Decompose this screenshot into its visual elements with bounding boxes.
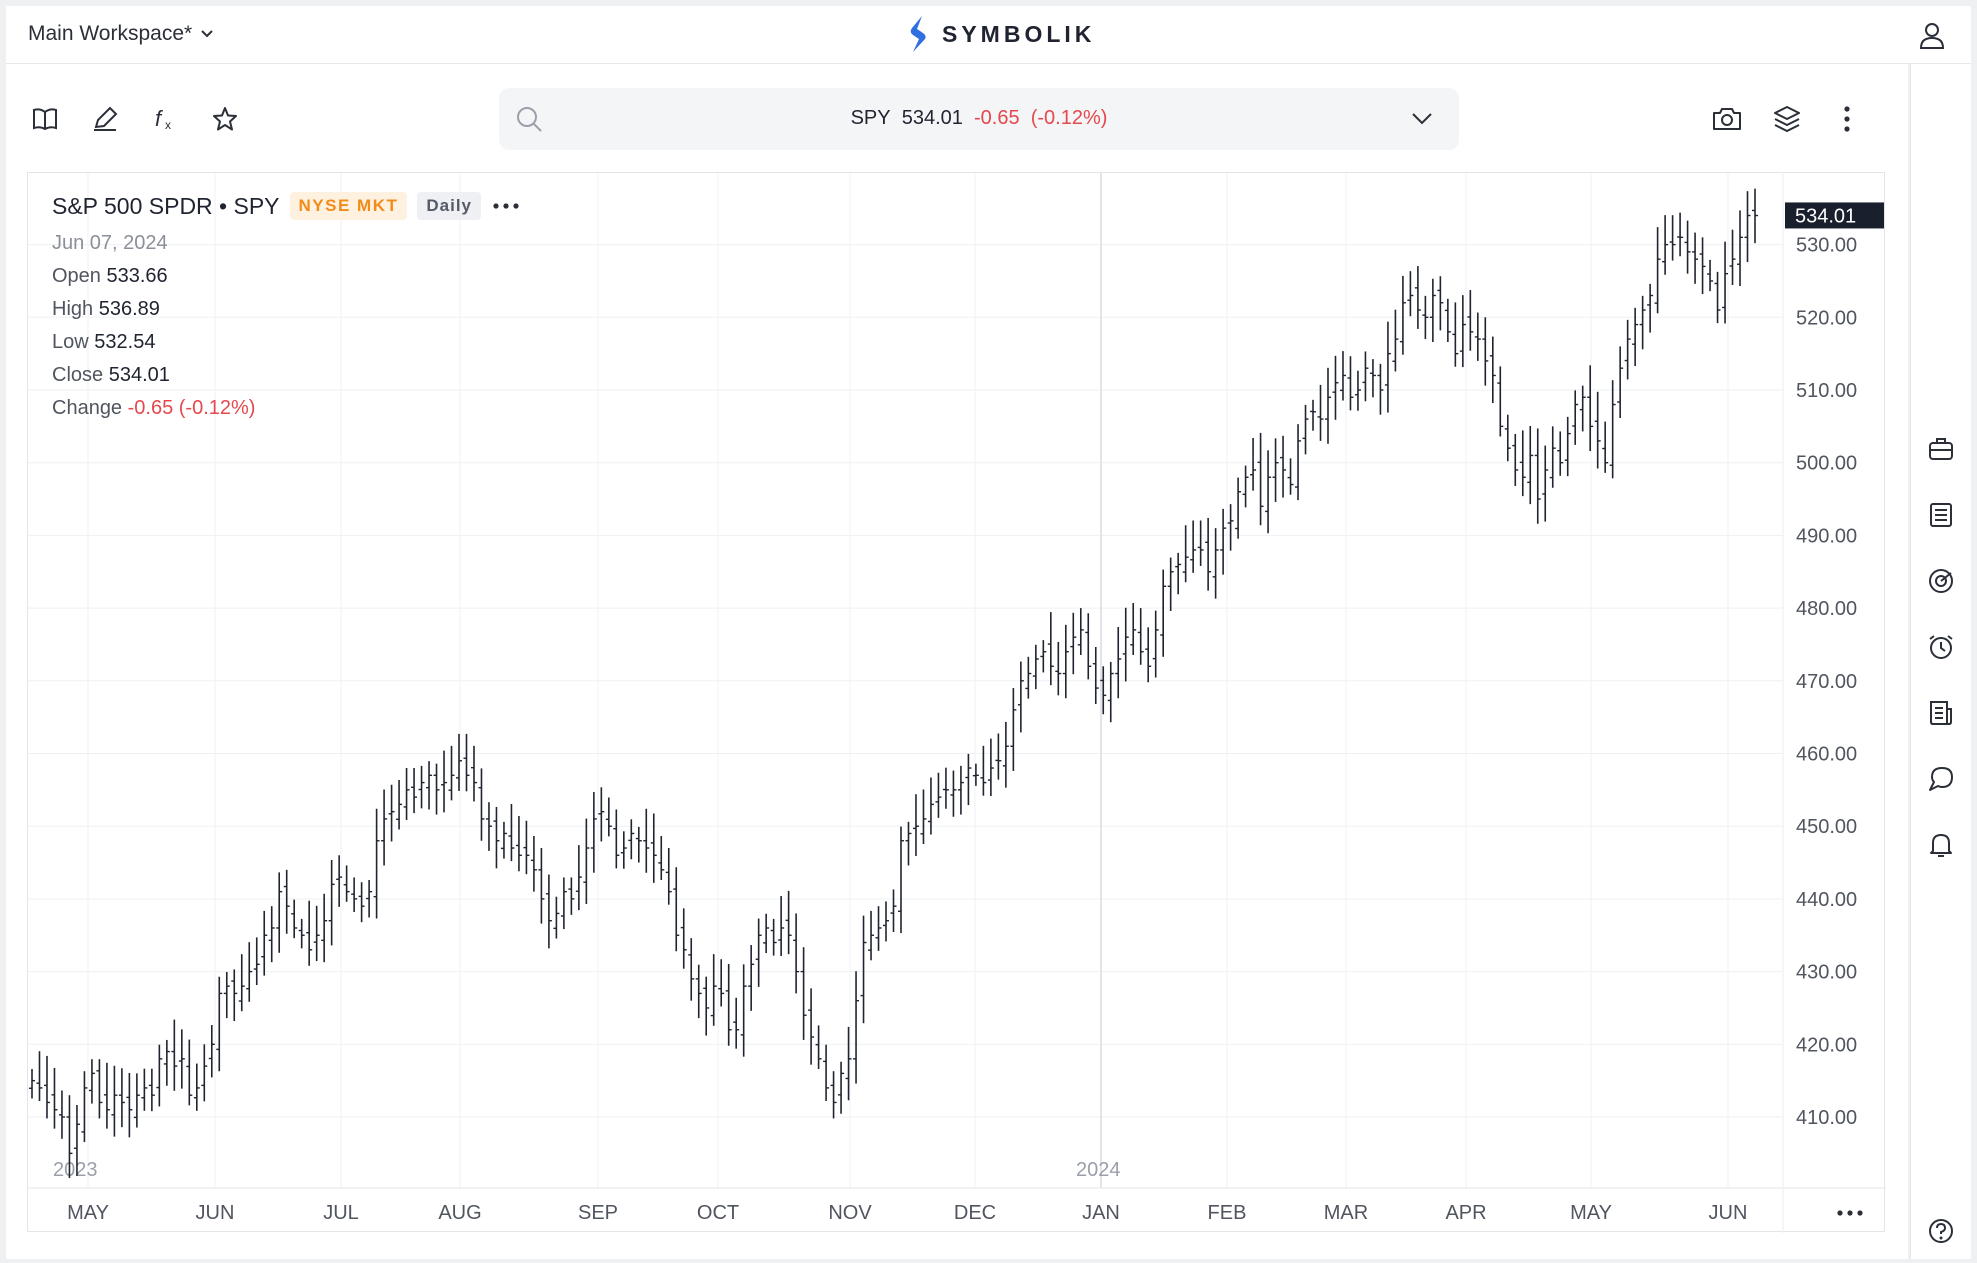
exchange-badge: NYSE MKT [289, 192, 408, 220]
y-tick-label: 530.00 [1796, 235, 1857, 257]
search-icon [517, 107, 542, 132]
y-tick-label: 460.00 [1796, 744, 1857, 766]
x-tick-label: JUN [196, 1202, 235, 1224]
last-price-tag [1785, 202, 1884, 229]
quote-change: -0.65 [974, 107, 1020, 129]
change-label: Change [52, 397, 123, 419]
chat-icon[interactable] [1926, 764, 1956, 794]
change-value: -0.65 (-0.12%) [127, 397, 256, 419]
gauge-icon[interactable] [1926, 566, 1956, 596]
quote-change-pct: (-0.12%) [1030, 107, 1108, 129]
search-quote: SPY 534.01 -0.65 (-0.12%) [499, 107, 1459, 130]
workspace-name: Main Workspace* [28, 22, 193, 45]
x-tick-label: APR [1445, 1202, 1486, 1224]
low-label: Low [52, 331, 89, 353]
symbolik-logo-icon [910, 16, 926, 52]
y-tick-label: 470.00 [1796, 671, 1857, 693]
more-horizontal-icon[interactable] [491, 201, 521, 211]
x-tick-label: SEP [578, 1202, 618, 1224]
workspace-selector[interactable]: Main Workspace* [28, 22, 214, 46]
brand-name: SYMBOLIK [942, 20, 1096, 47]
chart-legend: S&P 500 SPDR • SPY NYSE MKT Daily Jun 07… [52, 192, 521, 420]
more-vertical-icon[interactable] [1830, 102, 1864, 136]
legend-date: Jun 07, 2024 [52, 232, 168, 254]
svg-text:f: f [155, 106, 164, 131]
legend-change: Change -0.65 (-0.12%) [52, 397, 521, 420]
alarm-icon[interactable] [1926, 632, 1956, 662]
close-value: 534.01 [108, 364, 170, 386]
y-tick-label: 420.00 [1796, 1034, 1857, 1056]
bell-icon[interactable] [1926, 830, 1956, 860]
y-tick-label: 430.00 [1796, 962, 1857, 984]
layers-icon[interactable] [1770, 102, 1804, 136]
open-value: 533.66 [106, 265, 168, 287]
news-icon[interactable] [1926, 698, 1956, 728]
brand-logo: SYMBOLIK [906, 14, 1095, 54]
y-tick-label: 440.00 [1796, 889, 1857, 911]
chevron-down-icon[interactable] [1411, 112, 1433, 126]
more-horizontal-icon [1837, 1210, 1843, 1216]
low-value: 532.54 [94, 331, 156, 353]
camera-icon[interactable] [1710, 102, 1744, 136]
x-tick-label: JAN [1082, 1202, 1120, 1224]
x-tick-label: FEB [1208, 1202, 1247, 1224]
y-tick-label: 500.00 [1796, 453, 1857, 475]
user-menu[interactable] [1917, 20, 1947, 55]
user-icon [1919, 23, 1945, 49]
legend-low: Low 532.54 [52, 331, 521, 354]
open-label: Open [52, 265, 101, 287]
y-tick-label: 480.00 [1796, 598, 1857, 620]
last-price-label: 534.01 [1795, 205, 1856, 227]
x-tick-label: JUL [323, 1202, 359, 1224]
x-tick-label: MAR [1324, 1202, 1368, 1224]
top-bar: Main Workspace* SYMBOLIK [6, 6, 1971, 64]
help-icon[interactable] [1926, 1216, 1956, 1246]
year-label: 2024 [1076, 1159, 1121, 1181]
quote-last: 534.01 [901, 107, 963, 129]
symbol-search[interactable]: SPY 534.01 -0.65 (-0.12%) [499, 88, 1459, 150]
star-icon[interactable] [208, 102, 242, 136]
y-tick-label: 450.00 [1796, 816, 1857, 838]
more-horizontal-icon [1857, 1210, 1863, 1216]
book-icon[interactable] [28, 102, 62, 136]
x-tick-label: MAY [1570, 1202, 1612, 1224]
pencil-icon[interactable] [88, 102, 122, 136]
x-tick-label: NOV [828, 1202, 872, 1224]
legend-open: Open 533.66 [52, 265, 521, 288]
year-label: 2023 [53, 1159, 98, 1181]
high-value: 536.89 [98, 298, 160, 320]
svg-text:x: x [165, 118, 171, 132]
close-label: Close [52, 364, 104, 386]
x-tick-label: MAY [67, 1202, 109, 1224]
quote-symbol: SPY [850, 107, 891, 129]
right-sidebar [1910, 64, 1971, 1259]
list-icon[interactable] [1926, 500, 1956, 530]
more-horizontal-icon [1847, 1210, 1853, 1216]
price-chart[interactable]: 410.00 420.00 430.00 440.00 450.00 460.00 470.… [28, 173, 1886, 1233]
instrument-name: S&P 500 SPDR • SPY [52, 192, 280, 219]
y-tick-label: 520.00 [1796, 307, 1857, 329]
y-tick-label: 510.00 [1796, 380, 1857, 402]
x-tick-label: OCT [697, 1202, 739, 1224]
legend-close: Close 534.01 [52, 364, 521, 387]
x-tick-label: AUG [438, 1202, 481, 1224]
x-tick-label: JUN [1709, 1202, 1748, 1224]
chart-area[interactable]: 410.00 420.00 430.00 440.00 450.00 460.00 470.… [27, 172, 1886, 1233]
chevron-down-icon [201, 30, 213, 38]
high-label: High [52, 298, 94, 320]
interval-badge[interactable]: Daily [417, 192, 482, 220]
legend-high: High 536.89 [52, 298, 521, 321]
briefcase-icon[interactable] [1926, 434, 1956, 464]
legend-title-row: S&P 500 SPDR • SPY NYSE MKT Daily [52, 192, 521, 220]
x-tick-label: DEC [954, 1202, 996, 1224]
y-tick-label: 490.00 [1796, 525, 1857, 547]
y-tick-label: 410.00 [1796, 1107, 1857, 1129]
